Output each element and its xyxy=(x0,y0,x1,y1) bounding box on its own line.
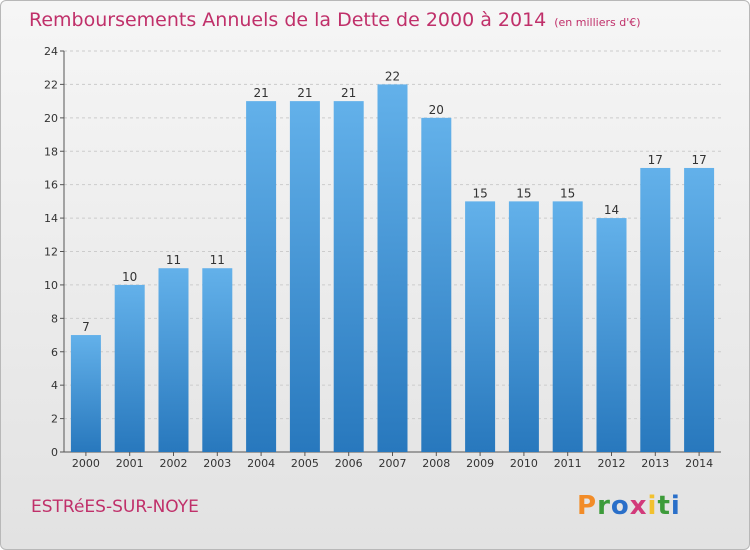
logo-letter: o xyxy=(610,491,630,521)
x-tick-label-2003: 2003 xyxy=(203,457,231,470)
y-tick-label: 22 xyxy=(44,78,58,91)
y-tick-label: 14 xyxy=(44,212,58,225)
data-label-2003: 11 xyxy=(210,253,225,267)
bar-2007 xyxy=(377,84,408,453)
data-label-2000: 7 xyxy=(82,320,90,334)
y-tick-label: 4 xyxy=(51,379,58,392)
bar-2012 xyxy=(596,218,627,452)
y-tick-label: 24 xyxy=(44,45,58,58)
data-label-2002: 11 xyxy=(166,253,181,267)
data-label-2014: 17 xyxy=(691,153,706,167)
logo-letter: r xyxy=(597,491,611,521)
y-tick-label: 20 xyxy=(44,112,58,125)
bar-2008 xyxy=(421,117,452,452)
bar-2013 xyxy=(640,167,671,453)
bar-2001 xyxy=(114,284,145,452)
data-label-2013: 17 xyxy=(648,153,663,167)
bar-2002 xyxy=(158,268,189,452)
chart-title-text: Remboursements Annuels de la Dette de 20… xyxy=(29,9,547,31)
x-tick-label-2000: 2000 xyxy=(72,457,100,470)
data-label-2010: 15 xyxy=(516,186,531,200)
bar-2004 xyxy=(246,101,277,452)
bar-2011 xyxy=(552,201,583,452)
x-tick-label-2012: 2012 xyxy=(598,457,626,470)
commune-name: ESTRéES-SUR-NOYE xyxy=(31,497,199,517)
data-label-2001: 10 xyxy=(122,270,137,284)
x-tick-label-2001: 2001 xyxy=(116,457,144,470)
x-tick-label-2008: 2008 xyxy=(422,457,450,470)
bar-2014 xyxy=(684,167,715,453)
data-label-2005: 21 xyxy=(297,86,312,100)
y-tick-label: 12 xyxy=(44,246,58,259)
proxiti-logo: Proxiti xyxy=(577,491,681,521)
y-tick-label: 0 xyxy=(51,446,58,459)
x-tick-label-2009: 2009 xyxy=(466,457,494,470)
x-tick-label-2011: 2011 xyxy=(554,457,582,470)
x-tick-label-2004: 2004 xyxy=(247,457,275,470)
x-tick-label-2014: 2014 xyxy=(685,457,713,470)
y-tick-label: 2 xyxy=(51,413,58,426)
bar-2003 xyxy=(202,268,233,452)
logo-letter: t xyxy=(657,491,671,521)
x-tick-label-2013: 2013 xyxy=(641,457,669,470)
x-tick-label-2007: 2007 xyxy=(379,457,407,470)
data-label-2007: 22 xyxy=(385,69,400,83)
data-label-2012: 14 xyxy=(604,203,619,217)
logo-letter: P xyxy=(577,491,598,521)
data-label-2009: 15 xyxy=(472,186,487,200)
x-tick-label-2005: 2005 xyxy=(291,457,319,470)
y-tick-label: 10 xyxy=(44,279,58,292)
x-tick-label-2010: 2010 xyxy=(510,457,538,470)
y-tick-label: 18 xyxy=(44,145,58,158)
data-label-2004: 21 xyxy=(253,86,268,100)
chart-unit: (en milliers d'€) xyxy=(554,16,641,29)
bar-2000 xyxy=(70,335,101,452)
y-tick-label: 6 xyxy=(51,346,58,359)
bar-2005 xyxy=(289,101,320,452)
logo-letter: i xyxy=(647,491,658,521)
logo-letter: i xyxy=(670,491,681,521)
data-label-2008: 20 xyxy=(429,103,444,117)
bars xyxy=(70,84,715,453)
y-tick-label: 16 xyxy=(44,179,58,192)
bar-2009 xyxy=(465,201,496,452)
data-label-2006: 21 xyxy=(341,86,356,100)
bar-2010 xyxy=(508,201,539,452)
logo-letter: x xyxy=(629,491,648,521)
y-tick-label: 8 xyxy=(51,312,58,325)
bar-2006 xyxy=(333,101,364,452)
x-tick-label-2006: 2006 xyxy=(335,457,363,470)
chart-title: Remboursements Annuels de la Dette de 20… xyxy=(29,9,641,31)
data-label-2011: 15 xyxy=(560,186,575,200)
x-tick-label-2002: 2002 xyxy=(160,457,188,470)
data-labels: 7 10 11 11 21 21 21 22 20 15 15 15 14 17 17 xyxy=(82,69,707,334)
